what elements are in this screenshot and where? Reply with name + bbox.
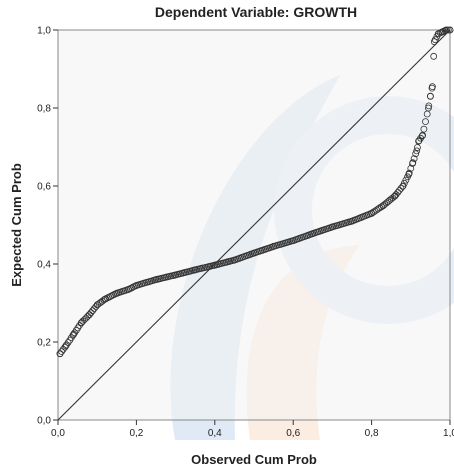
x-axis-label: Observed Cum Prob — [191, 452, 317, 467]
data-point — [391, 192, 399, 200]
data-point — [434, 30, 442, 38]
data-point — [444, 26, 452, 34]
data-point — [415, 137, 423, 145]
data-point — [132, 282, 140, 289]
data-point — [172, 271, 180, 279]
data-point — [368, 209, 376, 217]
data-point — [446, 26, 454, 34]
data-point — [270, 242, 278, 250]
data-point — [419, 131, 427, 139]
data-point — [61, 343, 69, 351]
y-tick-label: 0,4 — [37, 260, 51, 271]
data-point — [422, 118, 429, 125]
data-point — [58, 348, 65, 355]
data-point — [152, 276, 160, 284]
data-point — [309, 230, 317, 238]
x-tick-label: 0,4 — [208, 428, 222, 439]
data-point — [392, 191, 400, 198]
data-point — [348, 217, 356, 225]
data-point — [250, 249, 258, 257]
data-point — [56, 350, 64, 358]
x-tick-label: 1,0 — [443, 428, 454, 439]
data-point — [420, 125, 428, 133]
data-point — [101, 295, 109, 303]
data-point — [397, 184, 405, 192]
data-point — [125, 285, 133, 293]
data-point — [409, 159, 417, 167]
data-point — [86, 311, 93, 319]
data-point — [399, 182, 407, 190]
y-tick-label: 0,6 — [37, 182, 51, 193]
y-tick-label: 0,2 — [37, 338, 51, 349]
data-point — [413, 144, 421, 151]
y-tick-label: 0,8 — [37, 104, 51, 115]
data-point — [438, 28, 446, 36]
data-point — [230, 256, 238, 264]
x-tick-label: 0,8 — [365, 428, 379, 439]
data-point — [413, 147, 421, 155]
data-point — [289, 237, 297, 245]
y-axis-label: Expected Cum Prob — [9, 163, 24, 287]
data-point — [113, 289, 121, 297]
data-point — [78, 319, 85, 326]
data-point — [391, 192, 398, 200]
data-point — [374, 205, 382, 213]
data-point — [376, 204, 384, 212]
chart-title: Dependent Variable: GROWTH — [155, 4, 357, 20]
y-tick-label: 0,0 — [37, 416, 51, 427]
x-axis-ticks: 0,0 0,2 0,4 0,6 0,8 1,0 — [51, 420, 454, 439]
data-point — [191, 266, 199, 274]
data-point — [428, 83, 436, 90]
y-tick-label: 1,0 — [37, 26, 51, 37]
data-point — [426, 92, 434, 100]
data-point — [412, 150, 420, 158]
x-tick-label: 0,0 — [51, 428, 65, 439]
x-tick-label: 0,6 — [286, 428, 300, 439]
y-axis-ticks: 0,0 0,2 0,4 0,6 0,8 1,0 — [37, 26, 58, 427]
x-tick-label: 0,2 — [129, 428, 143, 439]
data-point — [395, 186, 403, 194]
data-point — [402, 176, 410, 184]
data-point — [93, 301, 101, 309]
data-point — [407, 164, 415, 172]
data-point — [62, 342, 70, 350]
points-group — [56, 26, 454, 358]
data-point — [379, 202, 387, 209]
data-point — [442, 26, 450, 34]
data-point — [328, 223, 336, 231]
data-point — [430, 38, 438, 46]
data-point — [405, 170, 413, 178]
data-point — [430, 52, 438, 60]
data-point — [70, 330, 78, 338]
reference-line — [57, 29, 451, 421]
data-point — [211, 261, 219, 269]
data-point — [410, 155, 418, 163]
data-point — [424, 104, 432, 112]
